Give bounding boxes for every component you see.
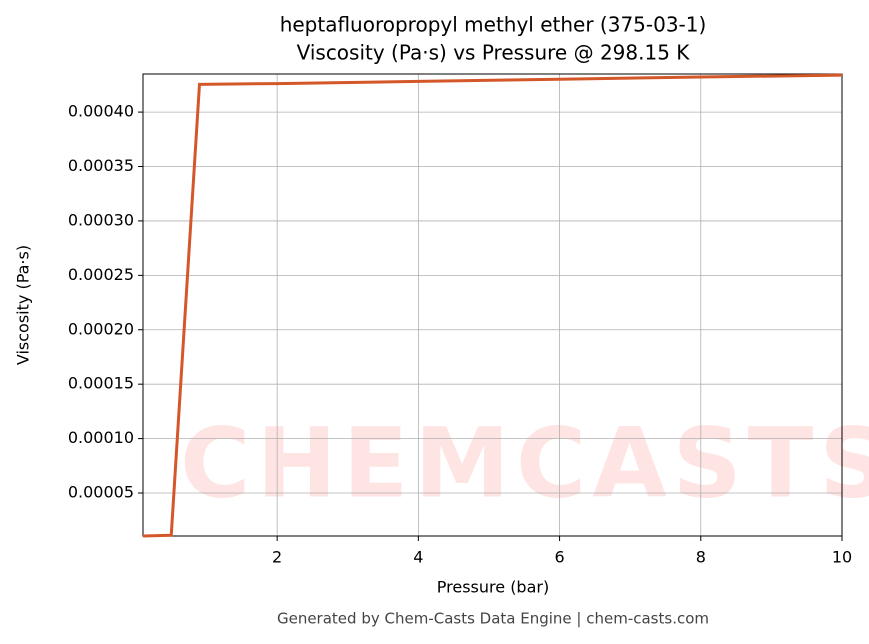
x-tick-label: 6 bbox=[554, 548, 564, 567]
y-axis-label: Viscosity (Pa·s) bbox=[14, 245, 33, 365]
x-tick-label: 2 bbox=[272, 548, 282, 567]
y-tick-label: 0.00035 bbox=[68, 156, 134, 175]
y-tick-label: 0.00010 bbox=[68, 428, 134, 447]
y-tick-label: 0.00015 bbox=[68, 374, 134, 393]
y-tick-label: 0.00040 bbox=[68, 102, 134, 121]
watermark: CHEMCASTS bbox=[180, 407, 869, 519]
line-series bbox=[142, 73, 843, 538]
y-tick-label: 0.00005 bbox=[68, 483, 134, 502]
footer: Generated by Chem-Casts Data Engine | ch… bbox=[277, 610, 709, 628]
x-tick-label: 8 bbox=[696, 548, 706, 567]
x-tick-label: 4 bbox=[413, 548, 423, 567]
x-tick-label: 10 bbox=[832, 548, 852, 567]
x-axis-label: Pressure (bar) bbox=[437, 578, 549, 597]
plot-frame bbox=[142, 73, 843, 537]
y-tick-label: 0.00020 bbox=[68, 319, 134, 338]
chart-subtitle: Viscosity (Pa·s) vs Pressure @ 298.15 K bbox=[297, 41, 691, 65]
chart-title: heptafluoropropyl methyl ether (375-03-1… bbox=[280, 13, 707, 37]
y-tick-label: 0.00025 bbox=[68, 265, 134, 284]
y-tick-label: 0.00030 bbox=[68, 210, 134, 229]
